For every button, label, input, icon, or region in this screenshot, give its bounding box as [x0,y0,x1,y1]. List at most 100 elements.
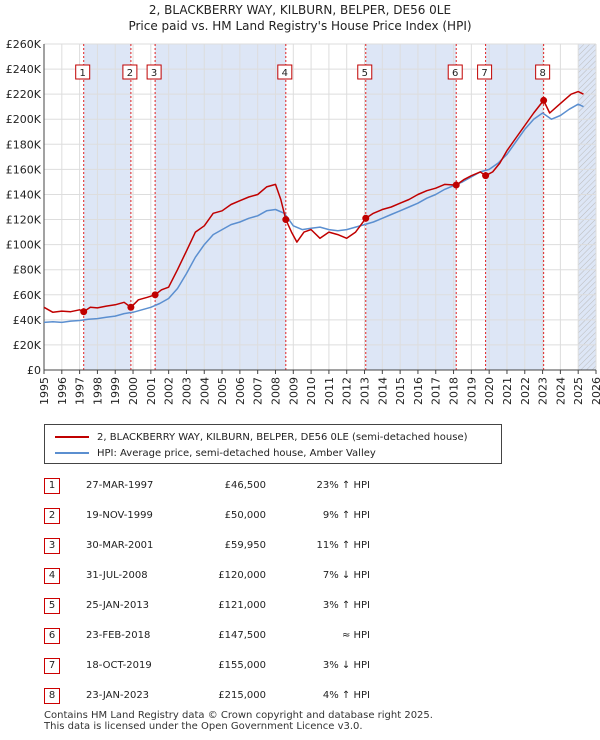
sale-date: 18-OCT-2019 [86,660,152,671]
sale-price: £50,000 [224,510,266,521]
sale-point [540,96,548,104]
x-tick-label: 1995 [38,377,51,405]
x-tick-label: 2022 [519,377,532,405]
x-tick-label: 2007 [252,377,265,405]
x-tick-label: 2011 [323,377,336,405]
sale-label-box [477,64,493,80]
sale-label-box [357,64,373,80]
hpi-line-swatch [55,452,89,454]
sale-price: £46,500 [224,480,266,491]
y-tick-label: £100K [6,239,42,252]
sale-date: 31-JUL-2008 [86,570,148,581]
footer: Contains HM Land Registry data © Crown c… [44,710,433,732]
x-tick-label: 2010 [305,377,318,405]
sale-date: 25-JAN-2013 [86,600,150,611]
x-tick-label: 2005 [216,377,229,405]
x-tick-label: 2015 [394,377,407,405]
x-tick-label: 2025 [572,377,585,405]
y-tick-label: £120K [6,214,42,227]
sale-label-box [535,64,551,80]
sale-point [452,181,460,189]
x-tick-label: 2023 [537,377,550,405]
sale-label-box [146,64,162,80]
x-tick-label: 2001 [145,377,158,405]
sale-row: 1 27-MAR-1997 £46,500 23% ↑ HPI [0,476,600,496]
sale-label: 5 [362,68,368,79]
sale-hpi-diff: 3% ↑ HPI [322,600,370,611]
y-tick-label: £260K [6,38,42,51]
x-tick-label: 2019 [465,377,478,405]
sale-point [282,216,290,224]
sale-row: 5 25-JAN-2013 £121,000 3% ↑ HPI [0,596,600,616]
y-tick-label: £40K [13,314,42,327]
shaded-period [365,44,457,370]
sale-price: £59,950 [224,540,266,551]
footer-licence: This data is licensed under the Open Gov… [44,721,363,732]
sale-row: 3 30-MAR-2001 £59,950 11% ↑ HPI [0,536,600,556]
sale-hpi-diff: ≈ HPI [341,630,370,641]
x-tick-label: 2013 [359,377,372,405]
y-tick-label: £220K [6,88,42,101]
sale-point [151,291,159,299]
x-tick-label: 2024 [554,377,567,405]
hpi-line [43,103,584,324]
x-tick-label: 2026 [590,377,600,405]
sale-hpi-diff: 4% ↑ HPI [322,690,370,701]
legend-hpi-label: HPI: Average price, semi-detached house,… [97,447,376,459]
sale-label: 6 [452,68,458,79]
sale-hpi-diff: 9% ↑ HPI [322,510,370,521]
sale-date: 30-MAR-2001 [86,540,154,551]
price-chart: £0 £20K £40K £60K £80K £100K £120K £140K £160K £1… [6,38,600,405]
sale-hpi-diff: 11% ↑ HPI [316,540,370,551]
footer-copyright: Contains HM Land Registry data © Crown c… [44,710,433,721]
x-tick-label: 2017 [430,377,443,405]
y-tick-label: £160K [6,163,42,176]
sale-date: 27-MAR-1997 [86,480,154,491]
x-tick-label: 1997 [74,377,87,405]
y-tick-label: £0 [27,364,41,377]
x-tick-label: 2002 [163,377,176,405]
sale-number: 3 [44,538,60,554]
forecast-hatch [578,44,596,370]
shaded-period [155,44,286,370]
x-tick-label: 2003 [180,377,193,405]
sale-point [80,308,88,316]
x-tick-label: 1998 [91,377,104,405]
legend: 2, BLACKBERRY WAY, KILBURN, BELPER, DE56… [44,424,502,464]
x-tick-label: 2004 [198,377,211,405]
x-tick-label: 2016 [412,377,425,405]
sale-hpi-diff: 7% ↓ HPI [322,570,370,581]
sale-number: 7 [44,658,60,674]
sale-price: £120,000 [218,570,266,581]
x-tick-label: 2008 [269,377,282,405]
sale-label: 2 [127,68,133,79]
sale-number: 1 [44,478,60,494]
sale-row: 8 23-JAN-2023 £215,000 4% ↑ HPI [0,686,600,706]
sale-hpi-diff: 3% ↓ HPI [322,660,370,671]
sale-row: 6 23-FEB-2018 £147,500 ≈ HPI [0,626,600,646]
sale-number: 2 [44,508,60,524]
x-tick-label: 2000 [127,377,140,405]
sale-label: 4 [282,68,288,79]
x-tick-label: 2014 [376,377,389,405]
y-tick-label: £200K [6,113,42,126]
y-tick-label: £180K [6,138,42,151]
x-tick-label: 2020 [483,377,496,405]
legend-item-property: 2, BLACKBERRY WAY, KILBURN, BELPER, DE56… [55,430,468,444]
legend-property-label: 2, BLACKBERRY WAY, KILBURN, BELPER, DE56… [97,431,468,443]
shaded-period [485,44,544,370]
sale-label-box [277,64,293,80]
y-tick-label: £140K [6,188,42,201]
x-tick-label: 2009 [287,377,300,405]
sale-price: £121,000 [218,600,266,611]
x-tick-label: 1996 [56,377,69,405]
y-tick-label: £80K [13,264,42,277]
sale-point [362,214,370,222]
sale-date: 23-JAN-2023 [86,690,150,701]
sale-number: 8 [44,688,60,704]
y-tick-label: £240K [6,63,42,76]
sale-number: 5 [44,598,60,614]
sale-label: 1 [80,68,86,79]
property-line-swatch [55,436,89,438]
sale-price: £155,000 [218,660,266,671]
